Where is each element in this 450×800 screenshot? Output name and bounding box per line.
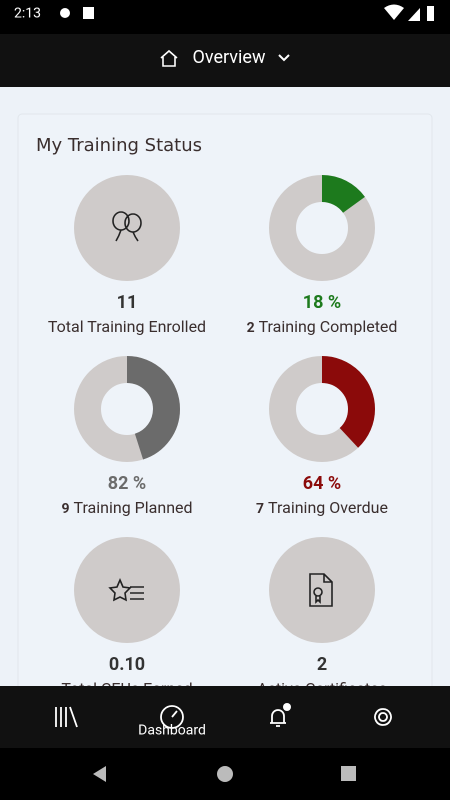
bottom-nav bbox=[0, 686, 450, 748]
recents-button[interactable] bbox=[341, 766, 356, 781]
header bbox=[0, 34, 450, 87]
balloons-icon bbox=[112, 211, 142, 242]
header-title[interactable]: Overview bbox=[193, 47, 266, 68]
donut-arc bbox=[74, 356, 180, 462]
rating-icon bbox=[108, 577, 144, 602]
notification-dot bbox=[283, 703, 291, 711]
tile-value: 18 % bbox=[303, 292, 341, 313]
tile-label: 2 Training Completed bbox=[247, 317, 398, 336]
notifications-icon[interactable] bbox=[270, 709, 286, 727]
status-time: 2:13 bbox=[14, 6, 41, 22]
tile-label-text: Training Planned bbox=[73, 498, 192, 517]
settings-status-icon bbox=[60, 8, 70, 18]
dropdown-icon[interactable] bbox=[278, 54, 290, 62]
dashboard-icon[interactable] bbox=[160, 705, 184, 729]
back-button[interactable] bbox=[93, 766, 106, 782]
tile-value: 82 % bbox=[108, 473, 146, 494]
nav-active-label[interactable]: Dashboard bbox=[138, 723, 206, 739]
tile-label: Total Training Enrolled bbox=[48, 317, 206, 336]
home-button[interactable] bbox=[217, 766, 233, 782]
tile-value: 2 bbox=[317, 654, 327, 675]
tile-count: 9 bbox=[61, 501, 69, 517]
donut-arc bbox=[269, 175, 375, 281]
tile-value: 0.10 bbox=[109, 654, 145, 675]
card-title: My Training Status bbox=[36, 135, 202, 156]
tile-label: 7 Training Overdue bbox=[256, 498, 388, 517]
battery-icon bbox=[427, 6, 434, 21]
tile-value: 11 bbox=[117, 292, 138, 313]
tile-label-text: Training Overdue bbox=[268, 498, 388, 517]
tile-count: 2 bbox=[247, 320, 255, 336]
wifi-icon bbox=[384, 4, 404, 20]
status-bar bbox=[0, 0, 450, 34]
a-status-icon bbox=[83, 7, 94, 19]
home-icon bbox=[160, 49, 178, 67]
tile-value: 64 % bbox=[303, 473, 341, 494]
library-icon[interactable] bbox=[55, 706, 78, 728]
certificate-icon bbox=[309, 573, 333, 607]
signal-icon bbox=[408, 8, 420, 21]
tile-label: 9 Training Planned bbox=[61, 498, 192, 517]
settings-icon[interactable] bbox=[374, 708, 392, 726]
tile-count: 7 bbox=[256, 501, 264, 517]
tile-label-text: Training Completed bbox=[259, 317, 398, 336]
tile-label-text: Total Training Enrolled bbox=[48, 317, 206, 336]
donut-arc bbox=[269, 356, 375, 462]
